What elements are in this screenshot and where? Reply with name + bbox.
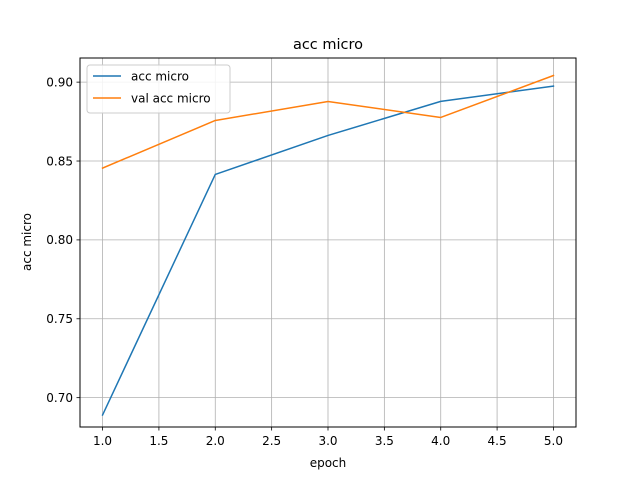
series-line-val-acc-micro: [101, 74, 555, 170]
x-tick-label: 2.5: [262, 434, 281, 448]
x-tick-label: 2.0: [206, 434, 225, 448]
x-tick-label: 4.5: [488, 434, 507, 448]
x-tick-label: 1.5: [149, 434, 168, 448]
x-tick-label: 4.0: [431, 434, 450, 448]
x-axis-label: epoch: [310, 456, 347, 470]
x-tick-label: 3.0: [318, 434, 337, 448]
grid-lines: [80, 58, 576, 427]
y-tick-label: 0.85: [46, 154, 73, 168]
legend: acc micro val acc micro: [86, 64, 231, 114]
x-tick-label: 5.0: [544, 434, 563, 448]
series-lines: [101, 74, 555, 417]
legend-label: val acc micro: [131, 91, 211, 105]
x-tick-label: 1.0: [93, 434, 112, 448]
x-tick-label: 3.5: [375, 434, 394, 448]
y-axis-label: acc micro: [20, 213, 34, 271]
y-tick-label: 0.75: [46, 312, 73, 326]
y-tick-label: 0.80: [46, 233, 73, 247]
y-tick-label: 0.90: [46, 75, 73, 89]
x-axis-ticks: 1.0 1.5 2.0 2.5 3.0 3.5 4.0 4.5 5.0: [93, 427, 563, 448]
y-axis-ticks: 0.70 0.75 0.80 0.85 0.90: [46, 75, 80, 405]
chart-title: acc micro: [293, 37, 363, 53]
y-tick-label: 0.70: [46, 391, 73, 405]
series-line-acc-micro: [101, 85, 555, 417]
legend-label: acc micro: [131, 69, 189, 83]
legend-box: [86, 64, 231, 114]
